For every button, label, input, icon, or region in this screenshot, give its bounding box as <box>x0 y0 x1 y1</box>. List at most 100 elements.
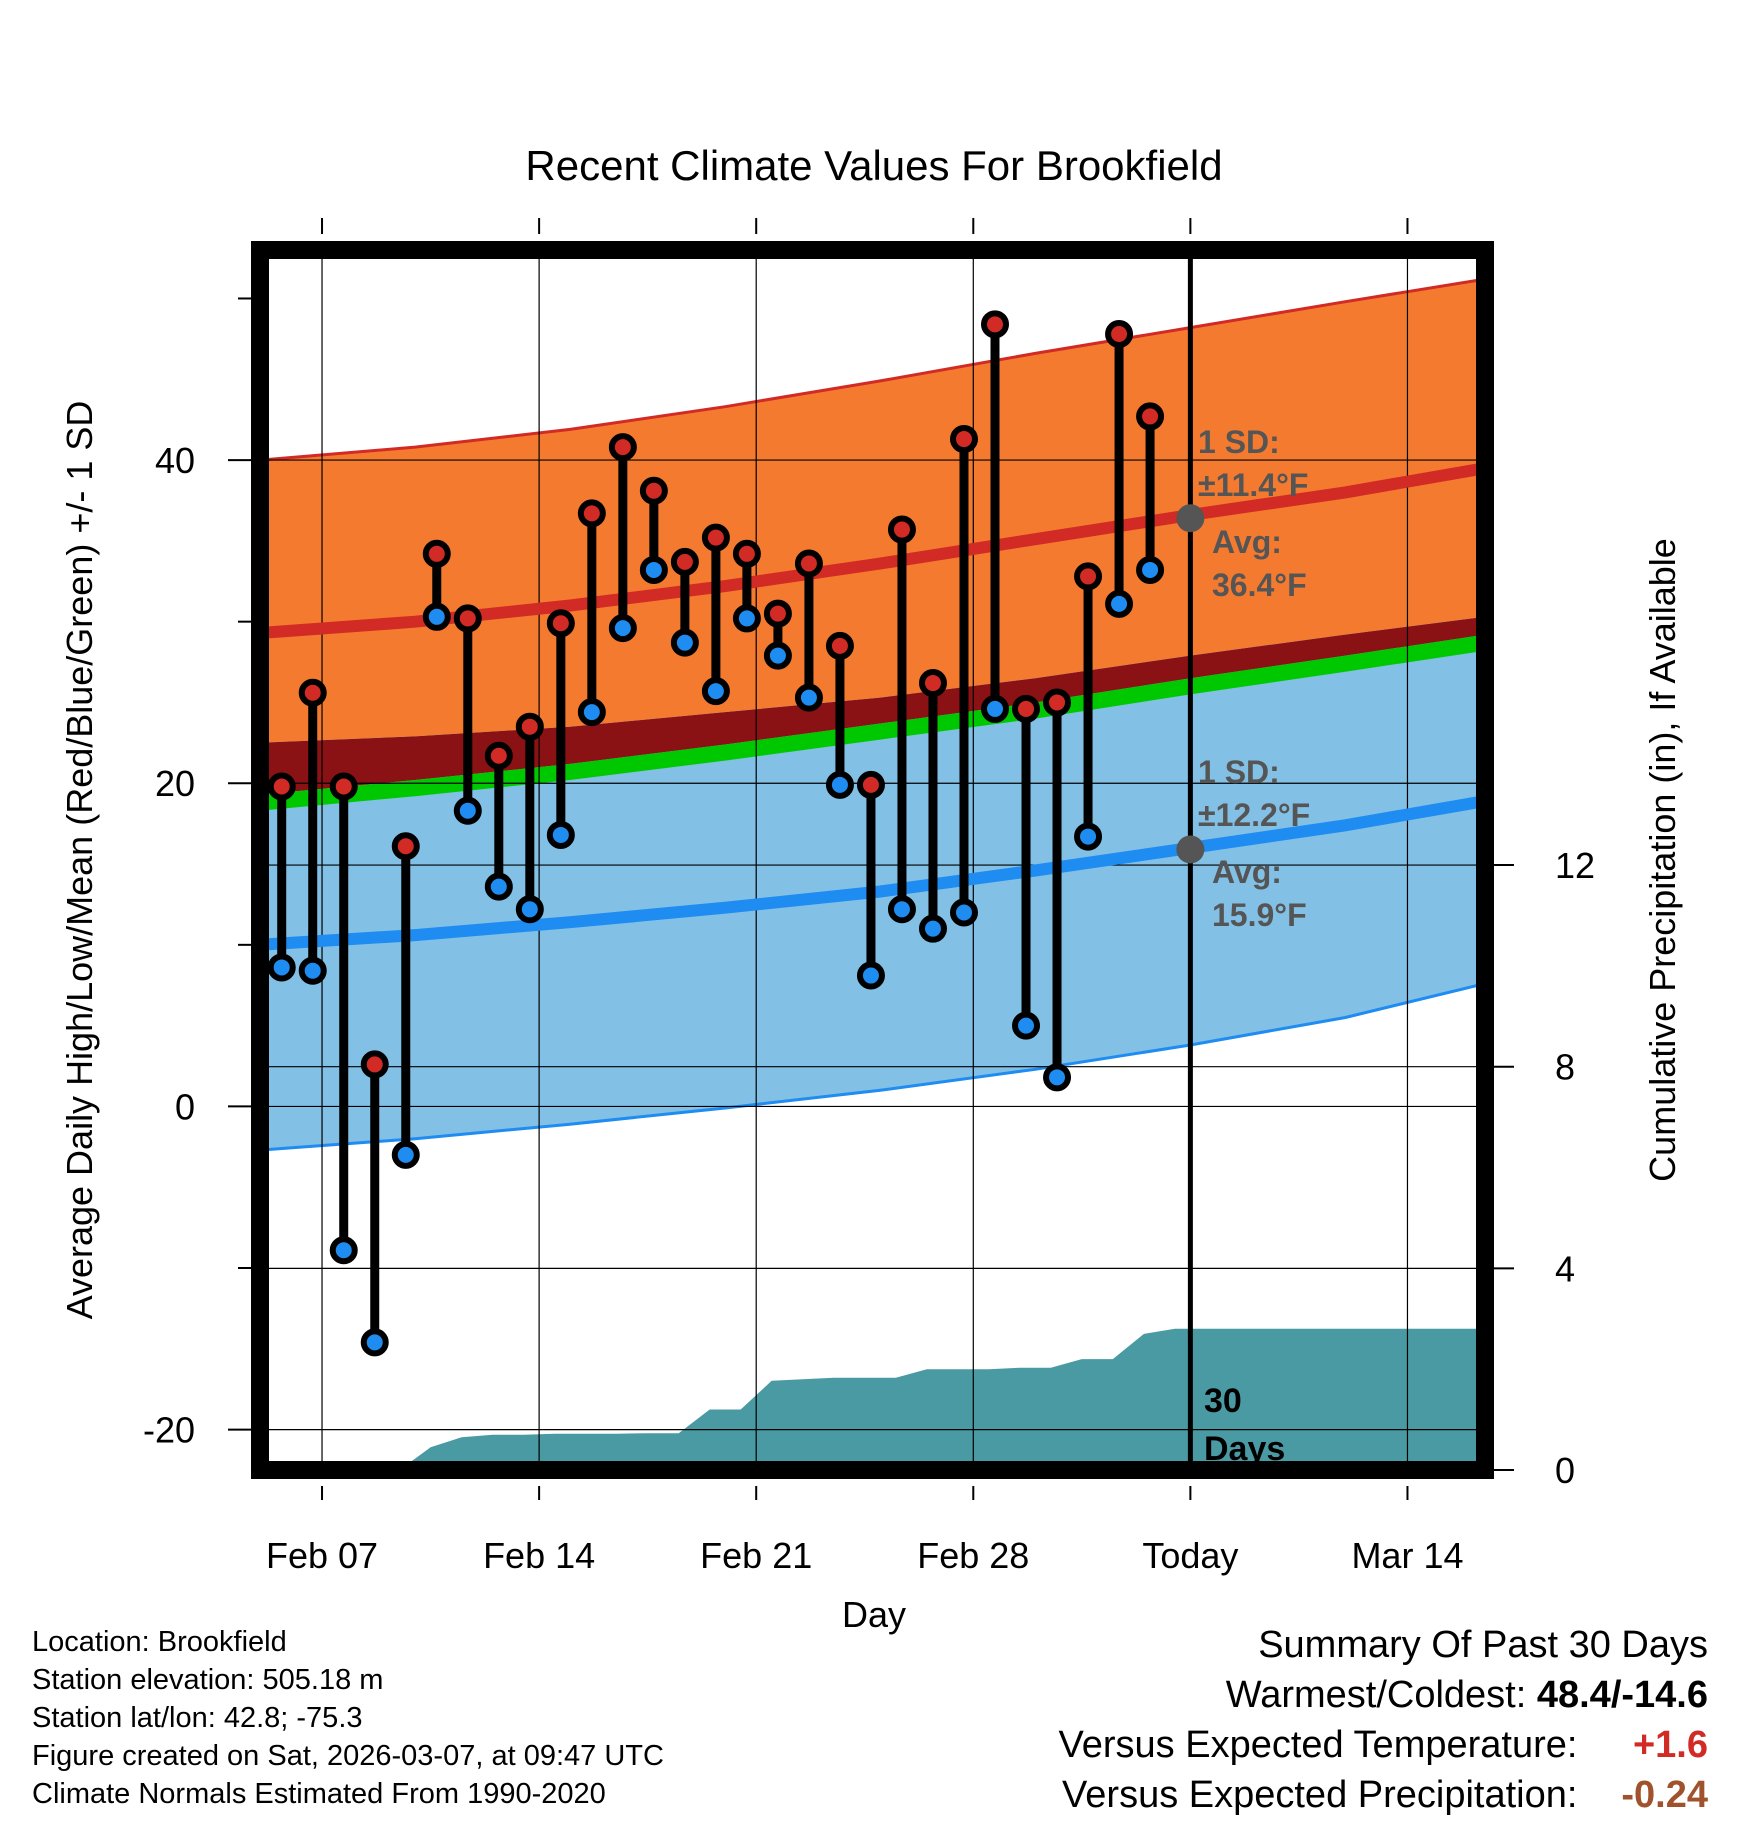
daily-range-bars <box>267 310 1165 1357</box>
high-point <box>1105 320 1134 349</box>
low-point <box>267 953 296 982</box>
high-point <box>267 772 296 801</box>
low-point <box>515 895 544 924</box>
x-tick-label: Feb 28 <box>917 1535 1029 1576</box>
low-point <box>732 604 761 633</box>
high-point <box>701 523 730 552</box>
high-point <box>949 425 978 454</box>
y-tick-left-label: 40 <box>155 440 195 481</box>
location-text: Location: Brookfield <box>32 1626 287 1658</box>
x-tick-label: Feb 21 <box>700 1535 812 1576</box>
low-point <box>1074 822 1103 851</box>
high-upper-line <box>260 277 1485 462</box>
high-point <box>856 770 885 799</box>
y-tick-right-label: 0 <box>1555 1450 1575 1491</box>
chart-title: Recent Climate Values For Brookfield <box>525 142 1222 189</box>
low-point <box>918 914 947 943</box>
y-tick-left-label: -20 <box>143 1410 195 1451</box>
overlap-band <box>260 616 1485 795</box>
high-point <box>1012 694 1041 723</box>
low-point <box>608 614 637 643</box>
warmest-label: Warmest/Coldest: <box>1225 1674 1527 1716</box>
high-point <box>732 539 761 568</box>
warmest-value: 48.4/-14.6 <box>1536 1674 1708 1716</box>
high-point <box>515 712 544 741</box>
right-axis-ticks: 0 4 8 12 <box>1494 845 1595 1491</box>
high-point <box>1136 402 1165 431</box>
high-sd-value: ±11.4°F <box>1198 467 1308 503</box>
low-point <box>422 602 451 631</box>
low-point <box>1043 1063 1072 1092</box>
avg-low-line <box>260 795 1485 951</box>
high-point <box>422 539 451 568</box>
high-point <box>298 678 327 707</box>
x-tick-label: Mar 14 <box>1351 1535 1463 1576</box>
low-point <box>701 677 730 706</box>
low-point <box>329 1236 358 1265</box>
low-point <box>949 898 978 927</box>
high-sd-label: 1 SD: <box>1198 424 1280 460</box>
latlon-text: Station lat/lon: 42.8; -75.3 <box>32 1702 363 1734</box>
y-tick-left-label: 20 <box>155 763 195 804</box>
low-point <box>577 698 606 727</box>
low-sd-value: ±12.2°F <box>1198 797 1310 833</box>
high-point <box>981 310 1009 339</box>
created-text: Figure created on Sat, 2026-03-07, at 09… <box>32 1740 664 1772</box>
normals-text: Climate Normals Estimated From 1990-2020 <box>32 1778 606 1810</box>
y-tick-right-label: 12 <box>1555 845 1595 886</box>
y-tick-right-label: 4 <box>1555 1248 1575 1289</box>
high-point <box>1043 688 1072 717</box>
x-axis-ticks: Feb 07 Feb 14 Feb 21 Feb 28 Today Mar 14 <box>266 218 1463 1576</box>
y-axis-left-label: Average Daily High/Low/Mean (Red/Blue/Gr… <box>59 401 100 1320</box>
high-point <box>639 476 668 505</box>
high-point <box>670 547 699 576</box>
y-tick-left-label: 0 <box>175 1086 195 1127</box>
y-tick-right-label: 8 <box>1555 1047 1575 1088</box>
low-point <box>298 956 327 985</box>
elevation-text: Station elevation: 505.18 m <box>32 1664 384 1696</box>
left-axis-ticks: -20 0 20 40 <box>143 297 252 1451</box>
x-tick-label: Feb 14 <box>483 1535 595 1576</box>
low-point <box>1136 555 1165 584</box>
summary-panel: Summary Of Past 30 Days Warmest/Coldest:… <box>1059 1620 1708 1820</box>
high-point <box>918 669 947 698</box>
low-avg-value: 15.9°F <box>1212 897 1307 933</box>
plot-frame <box>251 241 1494 1479</box>
x-tick-label: Feb 07 <box>266 1535 378 1576</box>
warmest-row: Warmest/Coldest: 48.4/-14.6 <box>1059 1670 1708 1720</box>
high-point <box>794 549 823 578</box>
low-point <box>825 770 854 799</box>
station-info: Location: Brookfield Station elevation: … <box>32 1623 664 1813</box>
high-point <box>887 515 916 544</box>
average-markers <box>1176 504 1205 864</box>
low-lower-line <box>260 982 1485 1152</box>
low-point <box>484 872 513 901</box>
precip-fill <box>399 1328 1485 1470</box>
low-point <box>670 628 699 657</box>
low-point <box>887 895 916 924</box>
mean-band <box>260 634 1485 811</box>
high-point <box>360 1050 389 1079</box>
y-axis-right-label: Cumulative Precipitation (in), If Availa… <box>1642 538 1683 1182</box>
low-avg-label: Avg: <box>1212 854 1282 890</box>
climate-bands <box>260 277 1485 1152</box>
high-point <box>453 604 482 633</box>
low-point <box>794 683 823 712</box>
high-point <box>546 609 575 638</box>
x-tick-label: Today <box>1142 1535 1238 1576</box>
days-count: 30 <box>1204 1382 1242 1420</box>
low-point <box>546 820 575 849</box>
precip-value: -0.24 <box>1621 1774 1708 1816</box>
high-avg-value: 36.4°F <box>1212 567 1307 603</box>
temp-label: Versus Expected Temperature: <box>1058 1724 1578 1766</box>
high-point <box>608 433 637 462</box>
low-point <box>639 555 668 584</box>
high-point <box>391 832 420 861</box>
summary-title: Summary Of Past 30 Days <box>1258 1624 1708 1666</box>
precip-label: Versus Expected Precipitation: <box>1062 1774 1578 1816</box>
precip-row: Versus Expected Precipitation: -0.24 <box>1059 1770 1708 1820</box>
sd-annotations: 1 SD: ±11.4°F Avg: 36.4°F 1 SD: ±12.2°F … <box>1198 424 1310 1468</box>
high-point <box>763 599 792 628</box>
low-point <box>763 641 792 670</box>
